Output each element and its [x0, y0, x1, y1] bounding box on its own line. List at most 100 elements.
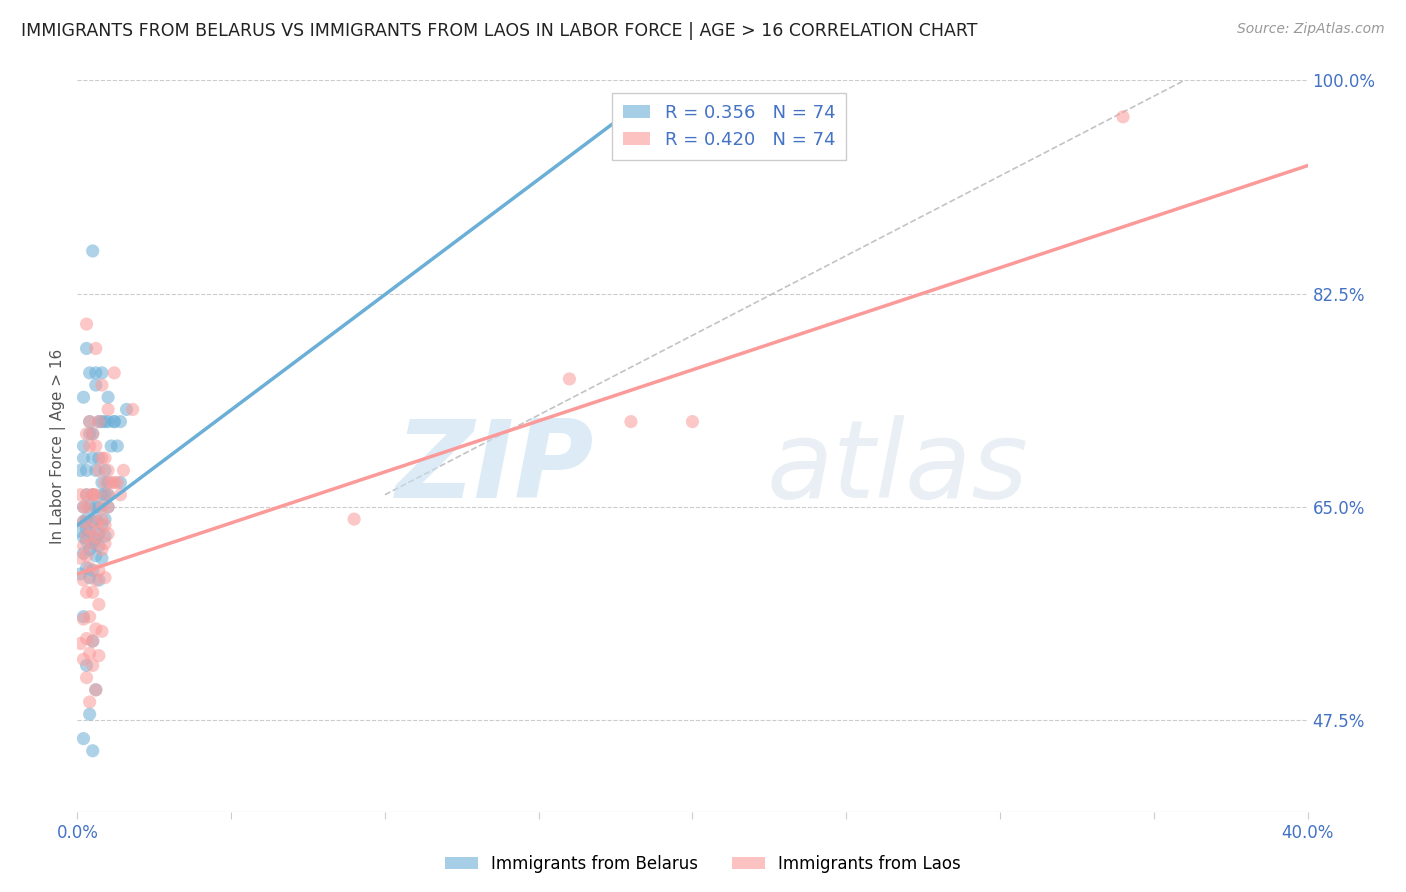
Text: ZIP: ZIP — [395, 415, 595, 521]
Point — [82, 515, 104, 529]
Point — [82, 536, 104, 550]
Point — [94, 475, 117, 490]
Point — [558, 372, 581, 386]
Point — [82, 634, 104, 648]
Point — [90, 488, 114, 502]
Point — [94, 571, 117, 585]
Point — [79, 366, 101, 380]
Point — [79, 561, 101, 575]
Point — [79, 707, 101, 722]
Legend: R = 0.356   N = 74, R = 0.420   N = 74: R = 0.356 N = 74, R = 0.420 N = 74 — [613, 93, 846, 160]
Point — [87, 415, 110, 429]
Point — [72, 609, 94, 624]
Point — [115, 402, 138, 417]
Point — [103, 415, 125, 429]
Point — [82, 744, 104, 758]
Point — [69, 551, 91, 566]
Point — [84, 549, 107, 563]
Point — [84, 342, 107, 356]
Point — [103, 366, 125, 380]
Point — [84, 366, 107, 380]
Point — [90, 415, 114, 429]
Point — [87, 573, 110, 587]
Point — [76, 317, 98, 331]
Point — [82, 426, 104, 441]
Point — [76, 488, 98, 502]
Point — [82, 488, 104, 502]
Point — [84, 682, 107, 697]
Point — [94, 512, 117, 526]
Point — [84, 512, 107, 526]
Point — [87, 463, 110, 477]
Point — [94, 463, 117, 477]
Point — [90, 551, 114, 566]
Text: Source: ZipAtlas.com: Source: ZipAtlas.com — [1237, 22, 1385, 37]
Point — [76, 342, 98, 356]
Point — [97, 500, 120, 514]
Point — [82, 244, 104, 258]
Point — [72, 573, 94, 587]
Point — [90, 500, 114, 514]
Point — [76, 658, 98, 673]
Point — [90, 512, 114, 526]
Point — [87, 524, 110, 539]
Point — [72, 546, 94, 560]
Point — [72, 612, 94, 626]
Point — [76, 529, 98, 543]
Point — [84, 573, 107, 587]
Point — [84, 500, 107, 514]
Point — [100, 439, 122, 453]
Point — [94, 451, 117, 466]
Point — [82, 634, 104, 648]
Point — [97, 463, 120, 477]
Point — [82, 585, 104, 599]
Point — [94, 518, 117, 533]
Point — [110, 415, 132, 429]
Point — [90, 451, 114, 466]
Point — [82, 563, 104, 577]
Text: IMMIGRANTS FROM BELARUS VS IMMIGRANTS FROM LAOS IN LABOR FORCE | AGE > 16 CORREL: IMMIGRANTS FROM BELARUS VS IMMIGRANTS FR… — [21, 22, 977, 40]
Point — [79, 542, 101, 557]
Point — [79, 426, 101, 441]
Point — [84, 515, 107, 529]
Point — [76, 561, 98, 575]
Point — [82, 488, 104, 502]
Point — [90, 366, 114, 380]
Text: atlas: atlas — [766, 416, 1028, 520]
Point — [90, 475, 114, 490]
Point — [90, 542, 114, 557]
Point — [84, 378, 107, 392]
Point — [79, 609, 101, 624]
Point — [72, 515, 94, 529]
Point — [343, 512, 366, 526]
Point — [84, 463, 107, 477]
Point — [87, 539, 110, 553]
Point — [82, 658, 104, 673]
Point — [121, 402, 143, 417]
Point — [72, 439, 94, 453]
Point — [112, 463, 135, 477]
Point — [69, 524, 91, 539]
Point — [76, 534, 98, 549]
Point — [110, 475, 132, 490]
Point — [84, 532, 107, 546]
Point — [76, 426, 98, 441]
Point — [87, 415, 110, 429]
Point — [94, 488, 117, 502]
Point — [72, 500, 94, 514]
Point — [87, 648, 110, 663]
Point — [105, 475, 128, 490]
Point — [97, 415, 120, 429]
Point — [82, 451, 104, 466]
Point — [76, 512, 98, 526]
Point — [87, 563, 110, 577]
Point — [97, 500, 120, 514]
Point — [72, 539, 94, 553]
Point — [72, 731, 94, 746]
Point — [97, 526, 120, 541]
Point — [79, 415, 101, 429]
Point — [79, 571, 101, 585]
Point — [103, 415, 125, 429]
Point — [79, 500, 101, 514]
Point — [97, 488, 120, 502]
